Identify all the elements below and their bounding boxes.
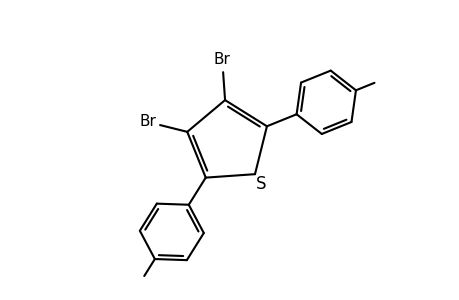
Text: S: S (256, 175, 266, 193)
Text: Br: Br (213, 52, 230, 67)
Text: Br: Br (139, 114, 156, 129)
